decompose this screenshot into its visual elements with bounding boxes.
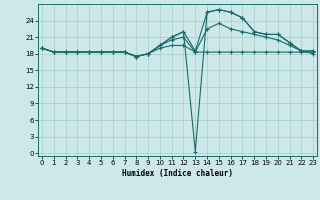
X-axis label: Humidex (Indice chaleur): Humidex (Indice chaleur) (122, 169, 233, 178)
